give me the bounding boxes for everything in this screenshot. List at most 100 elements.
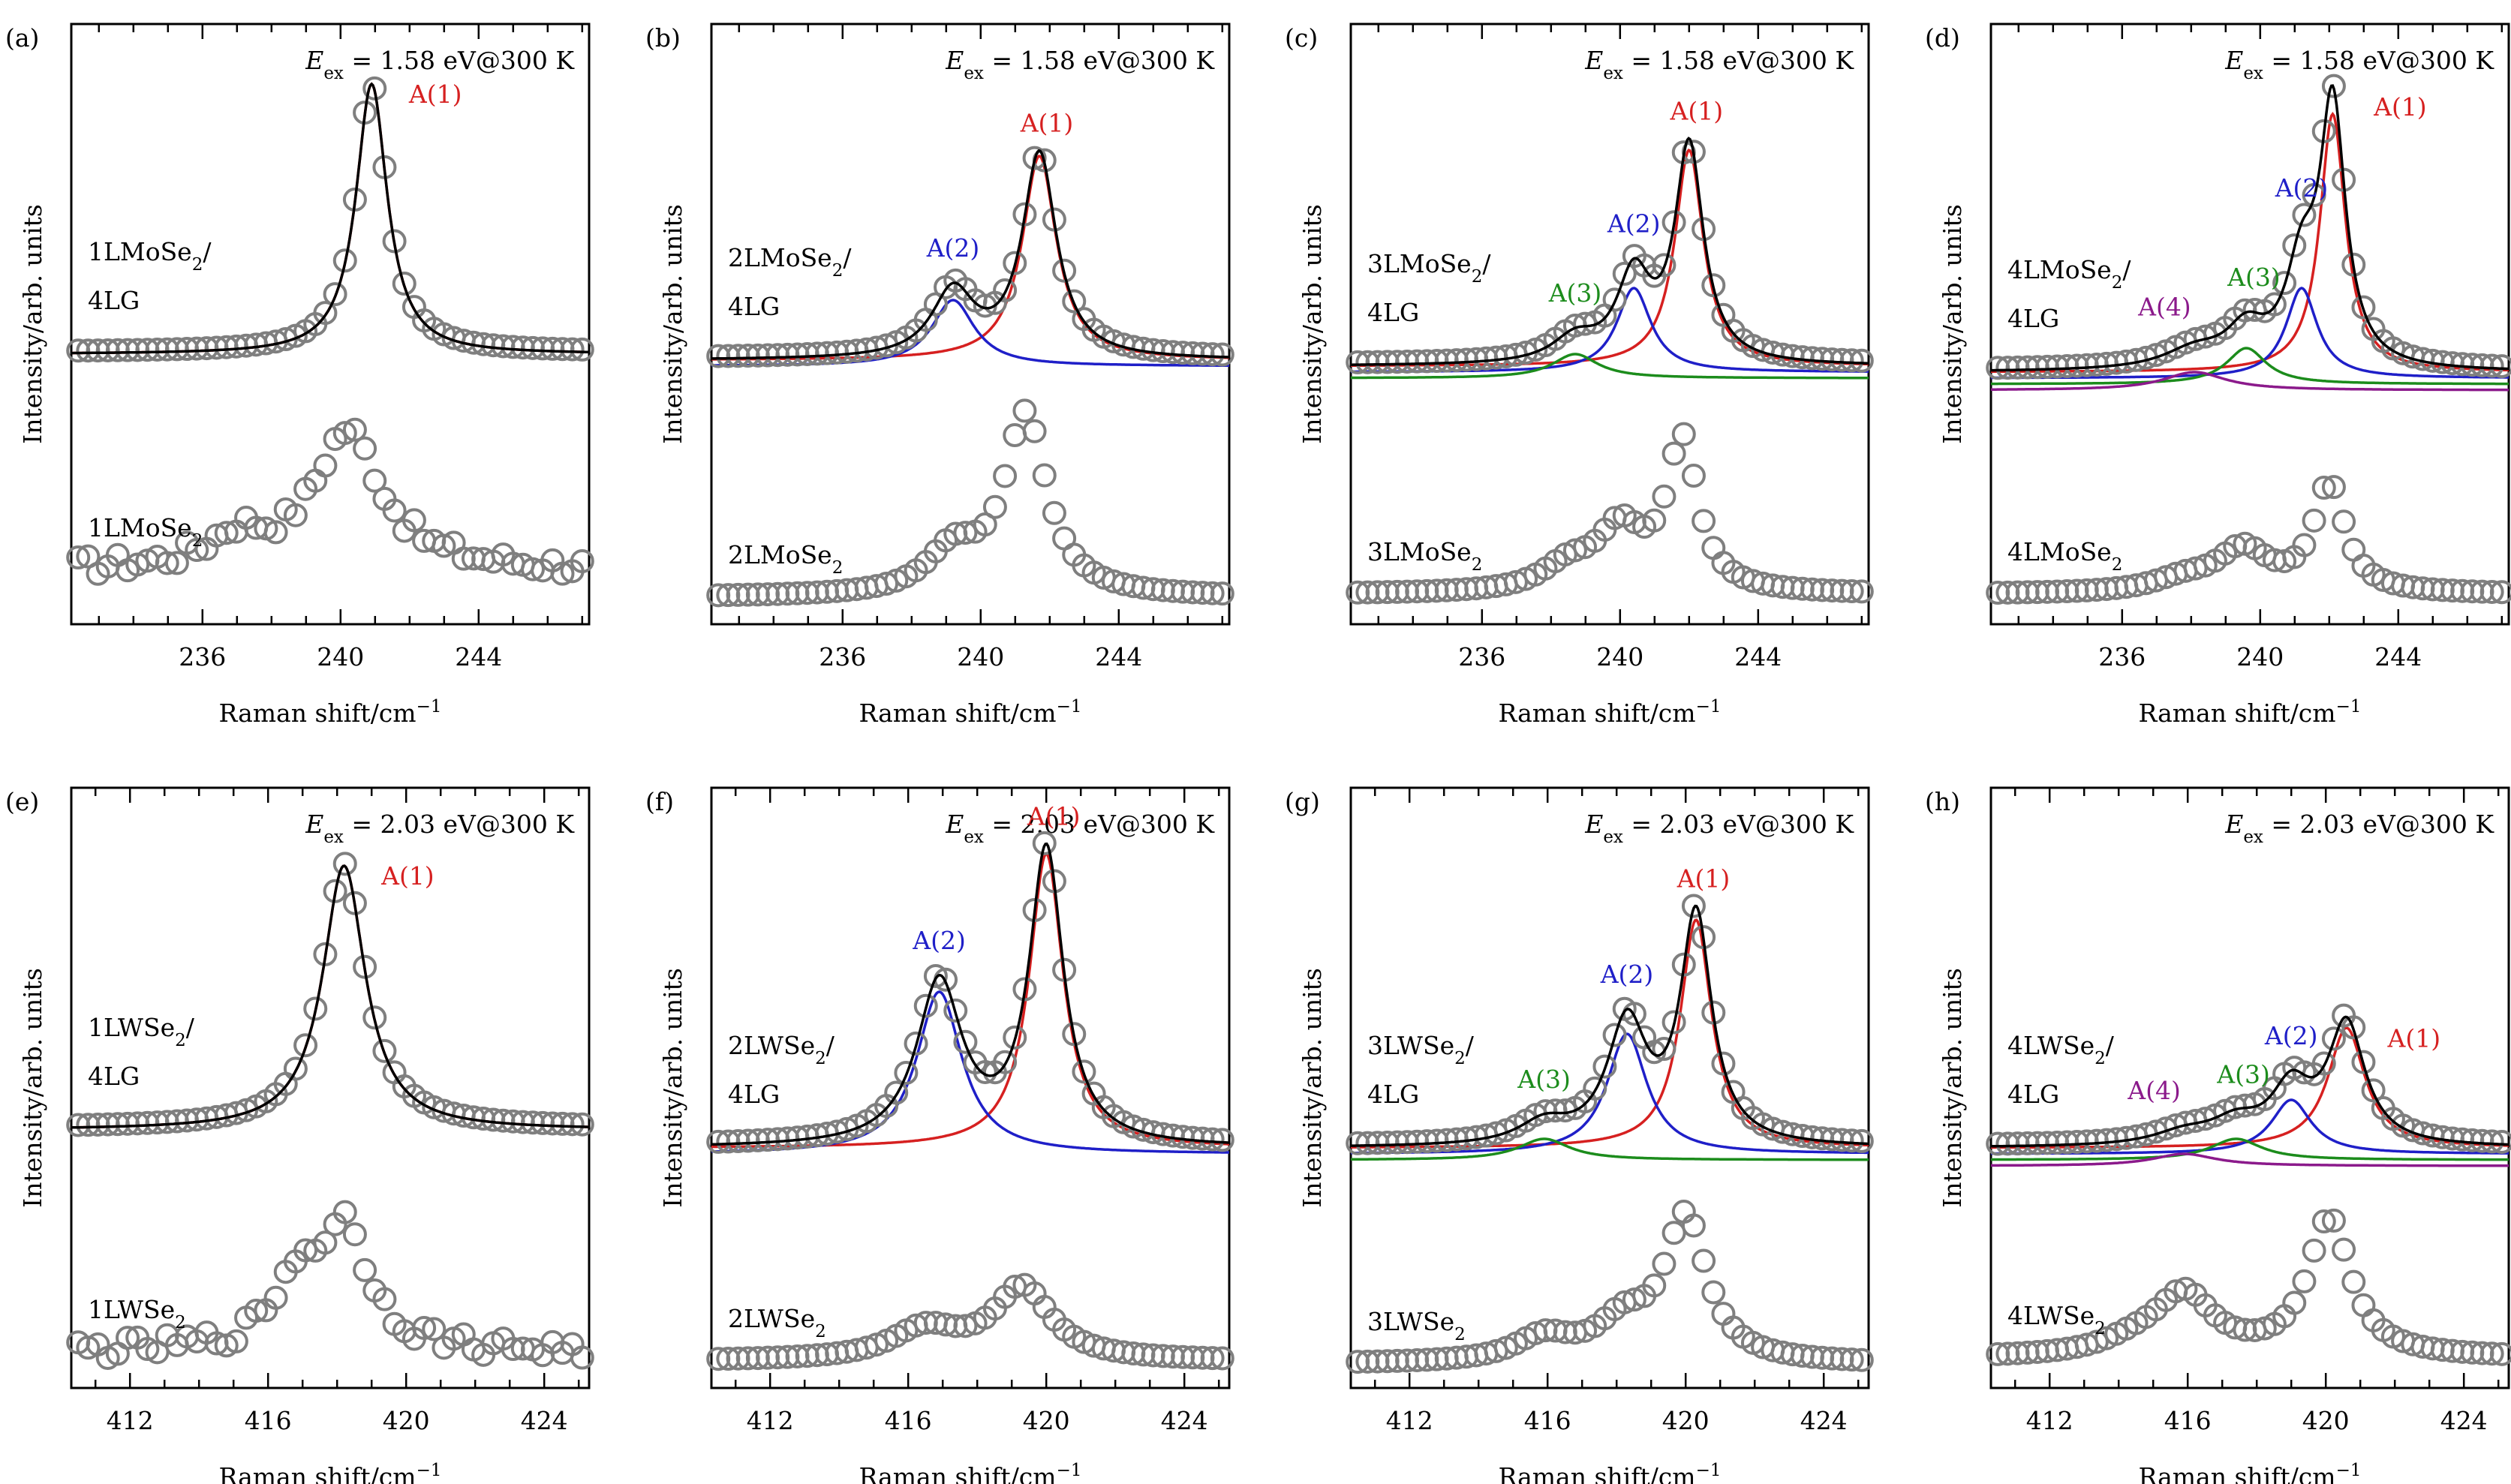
peak-label-A2: A(2) [912, 926, 966, 955]
data-point [1681, 1213, 1706, 1238]
plot-frame [1989, 23, 2510, 626]
data-point [2341, 1269, 2366, 1294]
data-point [570, 1345, 594, 1370]
excitation-label: Eex = 2.03 eV@300 K [305, 810, 575, 847]
data-point [520, 557, 545, 581]
x-axis-label: Raman shift/cm−1 [1498, 697, 1721, 728]
panel-d: 236 240 244 Raman shift/cm−1 Intensity/arb. … [1925, 23, 2511, 728]
mono-data-points [1986, 1208, 2511, 1366]
data-point [1692, 1248, 1716, 1273]
data-point [362, 76, 387, 101]
data-point [560, 337, 585, 362]
mono-sample-label: 1LWSe2 [88, 1295, 186, 1332]
data-point [1210, 342, 1234, 367]
data-point [2272, 271, 2297, 296]
hetero-data-points [66, 76, 594, 363]
total-fit-line [1351, 137, 1869, 366]
data-point [953, 521, 978, 545]
hetero-sample-label-line2: 4LG [2007, 304, 2059, 333]
data-point [224, 1329, 248, 1353]
hetero-sample-label-line2: 4LG [2007, 1080, 2059, 1109]
x-tick-label: 412 [747, 1406, 794, 1435]
data-point [1592, 1054, 1617, 1079]
fit-component-line [1351, 1137, 1869, 1161]
data-point [332, 248, 357, 273]
data-point [2302, 1238, 2326, 1263]
panel-b: 236 240 244 Raman shift/cm−1 Intensity/arb. … [645, 23, 1234, 728]
data-point [2321, 1026, 2346, 1051]
plot-frame [70, 786, 591, 1389]
y-axis-label: Intensity/arb. units [1298, 968, 1327, 1208]
data-point [422, 1317, 447, 1341]
panel-label: (f) [645, 787, 674, 816]
panel-label: (c) [1285, 23, 1318, 53]
data-point [392, 272, 416, 296]
data-point [2341, 1015, 2366, 1040]
hetero-sample-label: 2LWSe2/ [728, 1031, 835, 1068]
data-point [342, 417, 367, 442]
data-point [1602, 287, 1627, 312]
data-point [1210, 1128, 1234, 1152]
plot-frame [70, 23, 591, 626]
data-point [382, 229, 407, 254]
data-point [2351, 1293, 2376, 1317]
data-point [2479, 1129, 2504, 1154]
data-point [2321, 475, 2346, 500]
data-point [1701, 1280, 1726, 1305]
data-point [1839, 1128, 1864, 1153]
total-fit-line [71, 864, 589, 1129]
data-point [923, 963, 948, 988]
data-point [66, 545, 91, 570]
x-axis-label: Raman shift/cm−1 [218, 1461, 441, 1484]
mono-data-points [706, 398, 1234, 608]
hetero-data-points [1346, 894, 1874, 1155]
panel-c: 236 240 244 Raman shift/cm−1 Intensity/arb. … [1285, 23, 1874, 728]
fit-component-line [71, 82, 590, 355]
excitation-label: Eex = 2.03 eV@300 K [2224, 810, 2494, 847]
x-tick-label: 240 [1596, 642, 1643, 671]
x-ticks [1373, 788, 1860, 1388]
data-point [313, 1230, 338, 1255]
mono-data-points [1986, 475, 2511, 605]
panel-a: 236 240 244 Raman shift/cm−1 Intensity/arb. … [5, 23, 594, 728]
data-point [953, 1314, 978, 1338]
total-fit-line [1990, 1015, 2509, 1148]
data-point [372, 1038, 397, 1063]
x-ticks [1377, 24, 1863, 624]
hetero-sample-label: 4LMoSe2/ [2007, 255, 2131, 293]
fit-component-line [1991, 111, 2509, 374]
data-point [2302, 508, 2326, 533]
x-tick-label: 424 [1161, 1406, 1208, 1435]
peak-label-A1: A(1) [2387, 1024, 2441, 1053]
peak-label-A1: A(1) [1677, 864, 1731, 893]
hetero-sample-label: 1LMoSe2/ [88, 237, 212, 275]
panel-g: 412 416 420 424 Raman shift/cm−1 Intensity/ar… [1285, 786, 1874, 1484]
data-point [1003, 423, 1027, 448]
data-point [2489, 1129, 2511, 1154]
data-point [1661, 441, 1686, 466]
peak-label-A1: A(1) [1020, 109, 1074, 138]
x-ticks [94, 788, 580, 1388]
data-point [1032, 463, 1057, 488]
data-point [943, 998, 968, 1023]
data-point [2489, 580, 2511, 605]
data-point [362, 468, 387, 493]
excitation-label: Eex = 1.58 eV@300 K [2224, 46, 2494, 83]
fit-component-line [1991, 1137, 2509, 1161]
mono-data-points [1346, 1200, 1874, 1374]
data-point [362, 1005, 387, 1030]
data-point [2479, 579, 2504, 604]
x-tick-label: 420 [1023, 1406, 1070, 1435]
hetero-data-points [706, 831, 1234, 1154]
y-axis-label: Intensity/arb. units [1938, 968, 1967, 1208]
data-point [2292, 533, 2317, 557]
data-point [432, 533, 456, 558]
hetero-sample-label-line2: 4LG [1367, 298, 1419, 327]
total-fit-line [1350, 904, 1869, 1147]
fit-component-line [1991, 1152, 2509, 1167]
fit-component-line [1991, 347, 2509, 386]
data-point [2361, 1078, 2386, 1103]
data-point [884, 1080, 909, 1105]
hetero-sample-label-line2: 4LG [88, 286, 140, 315]
